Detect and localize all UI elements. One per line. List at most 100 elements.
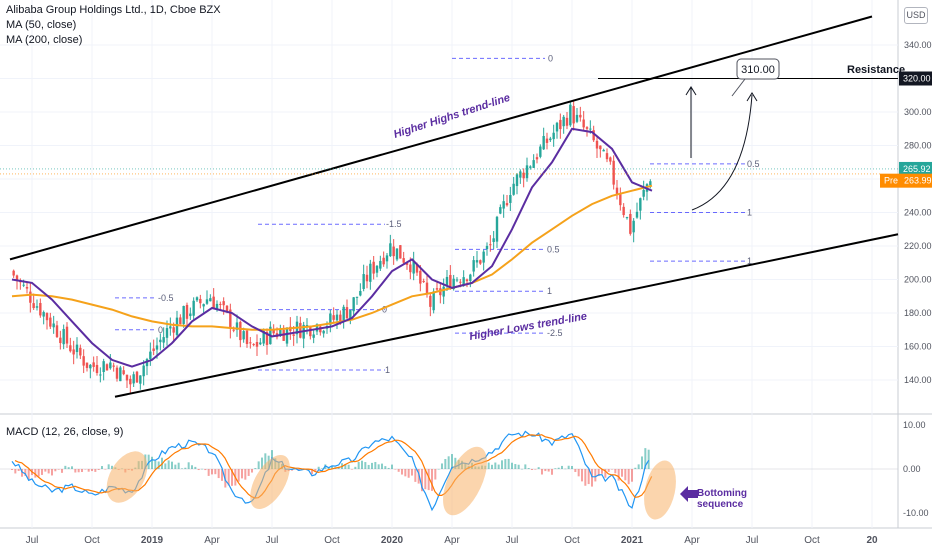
candle-body: [242, 331, 245, 340]
macd-histogram-bar: [201, 468, 203, 470]
candle-body: [395, 248, 399, 260]
candle-body: [195, 297, 199, 301]
candle-body: [199, 298, 202, 304]
candle-body: [335, 314, 339, 321]
candle-body: [349, 310, 352, 320]
candle-body: [455, 279, 459, 281]
candle-body: [435, 288, 439, 290]
price-tick-label: 160.00: [904, 342, 932, 352]
ma200-legend[interactable]: MA (200, close): [6, 34, 83, 46]
candle-body: [535, 157, 539, 160]
fib-b4-label: 1: [547, 286, 552, 296]
macd-histogram-bar: [84, 469, 87, 470]
macd-legend[interactable]: MACD (12, 26, close, 9): [6, 426, 124, 438]
grid: [0, 0, 898, 528]
candle-body: [595, 140, 599, 149]
candle-body: [115, 367, 119, 379]
bottoming-arrow-icon: [680, 486, 698, 502]
price-tick-label: 200.00: [904, 275, 932, 285]
candle-body: [132, 374, 135, 384]
candle-body: [152, 348, 155, 351]
candle-body: [539, 146, 542, 157]
macd-histogram-bar: [184, 467, 187, 469]
macd-histogram-bar: [81, 469, 83, 473]
macd-histogram-bar: [534, 469, 537, 470]
candle-body: [45, 313, 49, 321]
moving-averages: [11, 127, 653, 368]
candle-body: [129, 378, 132, 385]
macd-histogram-bar: [77, 469, 80, 473]
candle-body: [122, 370, 125, 375]
pre-label-tag: Pre: [884, 176, 898, 186]
time-tick-label: Oct: [564, 535, 580, 546]
candle-body: [99, 374, 102, 376]
macd-histogram-bar: [217, 469, 220, 479]
macd-histogram-bar: [247, 469, 250, 476]
candle-body: [382, 257, 385, 265]
ma50-legend[interactable]: MA (50, close): [6, 19, 77, 31]
candle-body: [29, 291, 32, 303]
macd-histogram-bar: [207, 469, 210, 476]
candlesticks: [12, 99, 652, 394]
ma200-line: [11, 184, 653, 331]
candle-body: [185, 304, 189, 319]
candle-body: [569, 104, 572, 126]
macd-histogram-bar: [181, 468, 183, 469]
candle-body: [589, 128, 592, 130]
candle-body: [442, 286, 445, 297]
candle-body: [489, 244, 492, 246]
bottoming-highlight-2: [250, 454, 290, 510]
candle-body: [409, 264, 412, 273]
candle-body: [369, 263, 372, 282]
macd-histogram-bar: [311, 469, 313, 475]
macd-histogram-bar: [57, 469, 60, 470]
macd-histogram-bar: [24, 469, 27, 476]
target-callout-pointer: [731, 78, 746, 97]
price-tick-label: 300.00: [904, 107, 932, 117]
macd-histogram-bar: [637, 464, 640, 469]
candle-body: [299, 322, 302, 338]
candle-body: [495, 216, 499, 242]
candle-body: [545, 138, 549, 143]
candle-body: [492, 238, 495, 242]
macd-histogram-bar: [541, 469, 543, 475]
macd-histogram-bar: [17, 469, 20, 471]
macd-histogram-bar: [614, 469, 617, 474]
candle-body: [599, 145, 602, 150]
macd-histogram-bar: [27, 469, 30, 480]
chart-title[interactable]: Alibaba Group Holdings Ltd., 1D, Cboe BZ…: [6, 4, 221, 16]
macd-histogram-bar: [424, 469, 427, 490]
candle-body: [429, 295, 432, 307]
candle-body: [402, 258, 405, 263]
candle-body: [125, 374, 129, 381]
currency-button[interactable]: USD: [904, 7, 928, 24]
macd-histogram-bar: [507, 458, 510, 469]
time-tick-label: Jul: [26, 535, 39, 546]
candle-body: [72, 349, 75, 355]
candle-body: [179, 317, 182, 325]
candle-body: [625, 217, 629, 219]
macd-histogram-bar: [111, 465, 113, 469]
macd-tick-label: 0.00: [903, 464, 921, 474]
higher-highs-trendline[interactable]: [9, 15, 873, 261]
curved-arrow-head: [746, 92, 758, 102]
price-tick-label: 180.00: [904, 308, 932, 318]
bottoming-label-line: Bottoming: [697, 488, 747, 499]
candle-body: [612, 160, 615, 185]
fib-c3-label: 0.5: [747, 159, 760, 169]
macd-histogram-bar: [404, 469, 407, 477]
macd-histogram-bar: [394, 469, 397, 470]
candle-body: [15, 275, 19, 281]
candle-body: [142, 365, 145, 377]
candle-body: [92, 362, 95, 367]
target-callout-label: 310.00: [741, 64, 775, 76]
higher-lows-trendline[interactable]: [114, 233, 899, 398]
macd-histogram-bar: [104, 469, 107, 470]
macd-histogram-bar: [571, 465, 573, 469]
time-tick-label: Jul: [506, 535, 519, 546]
candle-body: [155, 345, 159, 350]
candle-body: [262, 330, 265, 344]
time-tick-label: Apr: [684, 535, 700, 546]
candle-body: [559, 119, 562, 130]
